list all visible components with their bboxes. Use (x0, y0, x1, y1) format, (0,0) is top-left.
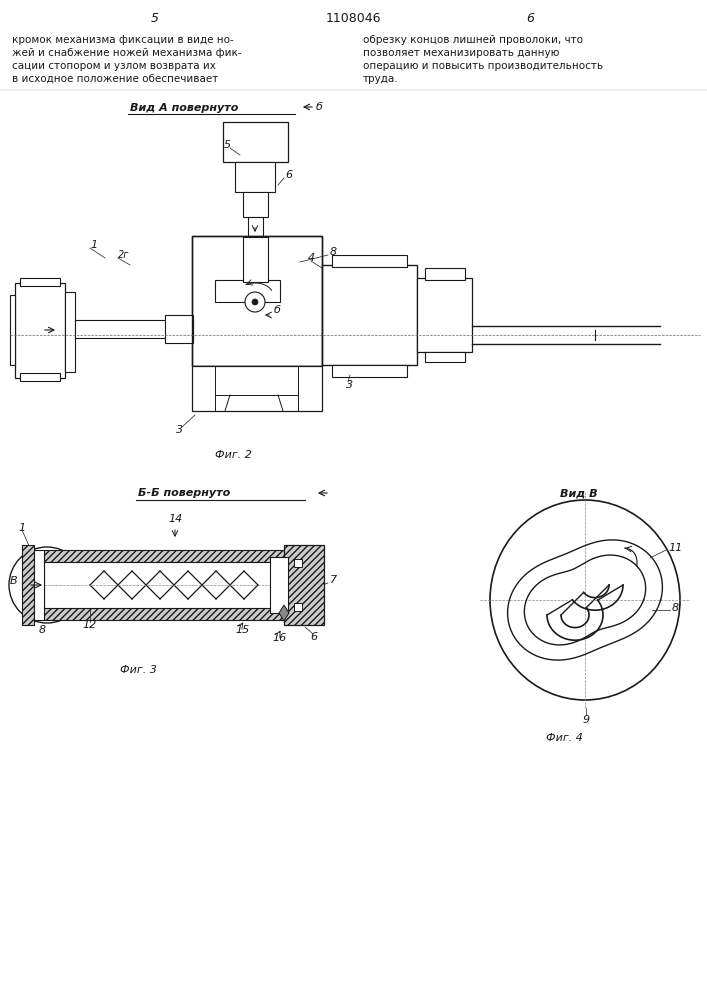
Text: 16: 16 (272, 633, 286, 643)
Bar (294, 559, 302, 567)
Text: 8: 8 (38, 625, 45, 635)
Text: Вид В: Вид В (560, 488, 597, 498)
Bar (20, 278, 60, 286)
Text: 1: 1 (18, 523, 25, 533)
Text: 11: 11 (668, 543, 682, 553)
Bar (44, 550, 284, 562)
Bar (215, 280, 280, 302)
Text: б: б (316, 102, 323, 112)
Bar (284, 545, 324, 625)
Bar (322, 265, 417, 365)
Bar (248, 217, 263, 237)
Bar (165, 315, 193, 343)
Bar (294, 603, 302, 611)
Text: Фиг. 3: Фиг. 3 (120, 665, 157, 675)
Text: Фиг. 2: Фиг. 2 (215, 450, 252, 460)
Text: 8: 8 (330, 247, 337, 257)
Text: кромок механизма фиксации в виде но-: кромок механизма фиксации в виде но- (12, 35, 234, 45)
Bar (192, 236, 322, 366)
Text: позволяет механизировать данную: позволяет механизировать данную (363, 48, 559, 58)
Text: жей и снабжение ножей механизма фик-: жей и снабжение ножей механизма фик- (12, 48, 242, 58)
Bar (425, 268, 465, 280)
Bar (223, 122, 288, 162)
Text: 3: 3 (346, 380, 353, 390)
Text: 5: 5 (151, 11, 159, 24)
Circle shape (9, 547, 85, 623)
Bar (22, 545, 34, 625)
Text: 2г: 2г (118, 250, 129, 260)
Text: 1108046: 1108046 (325, 11, 381, 24)
Text: в исходное положение обеспечивает: в исходное положение обеспечивает (12, 74, 218, 84)
Text: 4: 4 (308, 253, 315, 263)
Text: 7: 7 (330, 575, 337, 585)
Ellipse shape (490, 500, 680, 700)
Text: обрезку концов лишней проволоки, что: обрезку концов лишней проволоки, что (363, 35, 583, 45)
Bar (44, 608, 284, 620)
Circle shape (252, 299, 258, 305)
Bar (417, 278, 472, 352)
Bar (332, 255, 407, 267)
Text: операцию и повысить производительность: операцию и повысить производительность (363, 61, 603, 71)
Bar (192, 236, 322, 366)
Text: 1: 1 (90, 240, 97, 250)
Text: 9: 9 (583, 715, 590, 725)
Bar (34, 550, 44, 620)
Text: 8: 8 (672, 603, 679, 613)
Text: б: б (274, 305, 281, 315)
Text: 15: 15 (235, 625, 250, 635)
Bar (192, 366, 322, 411)
Text: 6: 6 (310, 632, 317, 642)
Bar (332, 365, 407, 377)
Text: Б-Б повернуто: Б-Б повернуто (138, 488, 230, 498)
Bar (44, 562, 284, 608)
Bar (10, 295, 15, 365)
Text: 6: 6 (285, 170, 292, 180)
Text: Вид А повернуто: Вид А повернуто (130, 103, 238, 113)
Text: 6: 6 (526, 11, 534, 24)
Bar (65, 292, 75, 372)
Text: 12: 12 (82, 620, 96, 630)
Bar (75, 320, 193, 338)
Polygon shape (279, 605, 289, 621)
Text: В: В (10, 576, 18, 586)
Text: труда.: труда. (363, 74, 399, 84)
Text: 5: 5 (224, 140, 231, 150)
Text: сации стопором и узлом возврата их: сации стопором и узлом возврата их (12, 61, 216, 71)
Text: Фиг. 4: Фиг. 4 (546, 733, 583, 743)
Circle shape (245, 292, 265, 312)
Bar (15, 283, 65, 378)
Bar (270, 557, 288, 613)
Text: 3: 3 (176, 425, 183, 435)
Bar (243, 192, 268, 217)
Bar (243, 237, 268, 282)
Bar (20, 373, 60, 381)
Bar (425, 352, 465, 362)
Text: 14: 14 (168, 514, 182, 524)
Bar (235, 162, 275, 192)
